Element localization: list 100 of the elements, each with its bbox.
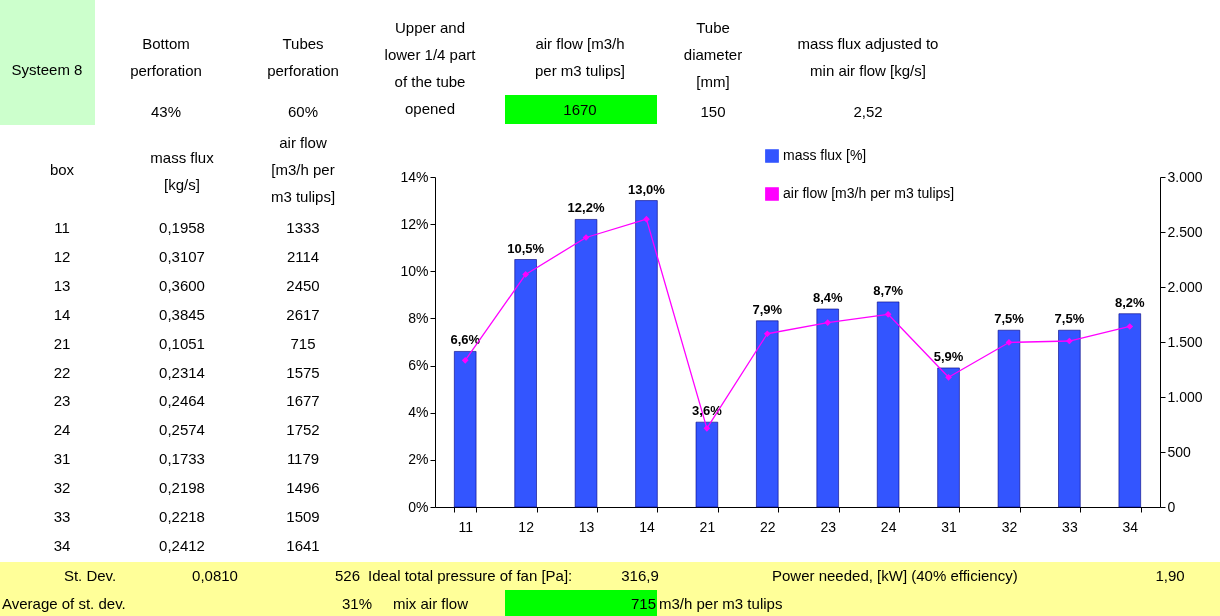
bar — [1118, 313, 1141, 508]
text: 2617 — [286, 305, 320, 323]
point — [884, 310, 892, 318]
bar — [1058, 329, 1081, 508]
text: 43% — [150, 103, 182, 120]
data-label: 10,5% — [507, 240, 545, 256]
text: 0,1051 — [159, 334, 205, 352]
y-tick-label: 2% — [408, 451, 429, 468]
text: mix air flow — [393, 595, 469, 612]
x-tick-label: 14 — [639, 518, 655, 535]
text: Tubes perforation — [267, 34, 339, 79]
text: 2,52 — [853, 103, 883, 120]
text: Upper and lower 1/4 part of the tube opened — [384, 18, 477, 117]
bar — [514, 259, 537, 508]
x-tick-label: 11 — [458, 518, 474, 535]
text: 0,2198 — [159, 479, 205, 497]
data-label: 12,2% — [567, 200, 605, 216]
text: 1179 — [286, 450, 320, 468]
text: 1670 — [563, 101, 597, 118]
data-label: 8,2% — [1114, 294, 1146, 310]
text: 715 — [630, 595, 656, 612]
y2-tick-label: 500 — [1167, 443, 1192, 460]
y-tick-label: 12% — [400, 215, 429, 232]
text: m3/h per m3 tulips — [659, 595, 783, 612]
text: 31 — [53, 450, 71, 468]
text: 0,2412 — [159, 536, 205, 554]
text: 1,90 — [1155, 567, 1185, 584]
text: 1752 — [286, 421, 320, 439]
text: 0,2314 — [159, 363, 205, 381]
text: 1333 — [286, 219, 320, 236]
text: 60% — [287, 103, 319, 120]
x-tick-label: 21 — [699, 518, 716, 535]
point — [945, 373, 952, 381]
legend-label: mass flux [%] — [783, 147, 867, 163]
y-tick-label: 14% — [400, 168, 429, 185]
x-tick-label: 22 — [760, 518, 776, 535]
text: 715 — [290, 334, 316, 352]
data-label: 6,6% — [450, 332, 481, 348]
bar — [574, 219, 598, 508]
text: 2114 — [286, 247, 320, 265]
data-label: 7,5% — [1054, 311, 1085, 327]
bar — [756, 320, 779, 508]
data-label: 8,4% — [812, 290, 843, 305]
text: St. Dev. — [63, 567, 117, 584]
bar — [876, 301, 900, 508]
data-label: 7,9% — [752, 301, 783, 317]
text: 11 — [54, 219, 70, 236]
text: 1641 — [286, 536, 320, 554]
point — [1126, 323, 1134, 330]
point — [703, 425, 711, 432]
point — [763, 330, 771, 338]
x-tick-label: 13 — [578, 518, 595, 535]
text: 34 — [53, 536, 71, 554]
data-label: 13,0% — [628, 181, 666, 197]
text: 0,3600 — [159, 276, 205, 294]
text: 150 — [700, 103, 726, 120]
point — [643, 215, 650, 223]
text: mass flux adjusted to min air flow [kg/s] — [797, 34, 939, 79]
y2-tick-label: 2.500 — [1167, 223, 1203, 240]
data-label: 5,9% — [933, 348, 964, 364]
text: 31% — [341, 595, 372, 612]
bar — [454, 351, 477, 508]
text: 22 — [53, 363, 71, 381]
text: 2450 — [286, 276, 320, 294]
text: 23 — [53, 392, 71, 410]
y2-tick-label: 2.000 — [1167, 278, 1203, 295]
bar — [937, 367, 960, 508]
y-tick-label: 8% — [408, 309, 429, 326]
x-tick-label: 34 — [1122, 518, 1139, 535]
text: 0,3107 — [159, 247, 205, 265]
x-tick-label: 33 — [1062, 518, 1078, 535]
bar — [695, 421, 719, 508]
text: Ideal total pressure of fan [Pa]: — [368, 567, 573, 584]
text: 0,2218 — [159, 508, 205, 525]
x-tick-label: 24 — [880, 518, 897, 535]
y-tick-label: 10% — [400, 262, 429, 279]
text: air flow [m3/h per m3 tulips] — [534, 34, 626, 79]
point — [461, 357, 469, 364]
y-tick-label: 4% — [408, 404, 429, 421]
point — [522, 271, 529, 278]
text: air flow [m3/h per m3 tulips] — [270, 134, 336, 205]
text: Tube diameter [mm] — [683, 19, 743, 90]
text: Systeem 8 — [11, 61, 83, 78]
text: 1677 — [286, 392, 320, 410]
text: 12 — [53, 247, 71, 265]
y-tick-label: 6% — [408, 357, 429, 374]
text: 0,1958 — [159, 219, 205, 236]
y-tick-label: 0% — [408, 498, 429, 515]
text: 1496 — [286, 479, 320, 497]
y2-tick-label: 0 — [1167, 498, 1176, 515]
bar — [635, 200, 658, 508]
text: 21 — [53, 334, 71, 352]
text: 526 — [334, 567, 360, 584]
text: 1575 — [286, 363, 320, 381]
text: 13 — [53, 276, 71, 294]
text: 0,0810 — [192, 567, 238, 584]
x-tick-label: 32 — [1001, 518, 1018, 535]
bar — [816, 308, 839, 508]
text: 316,9 — [621, 567, 659, 584]
bar — [997, 329, 1021, 508]
